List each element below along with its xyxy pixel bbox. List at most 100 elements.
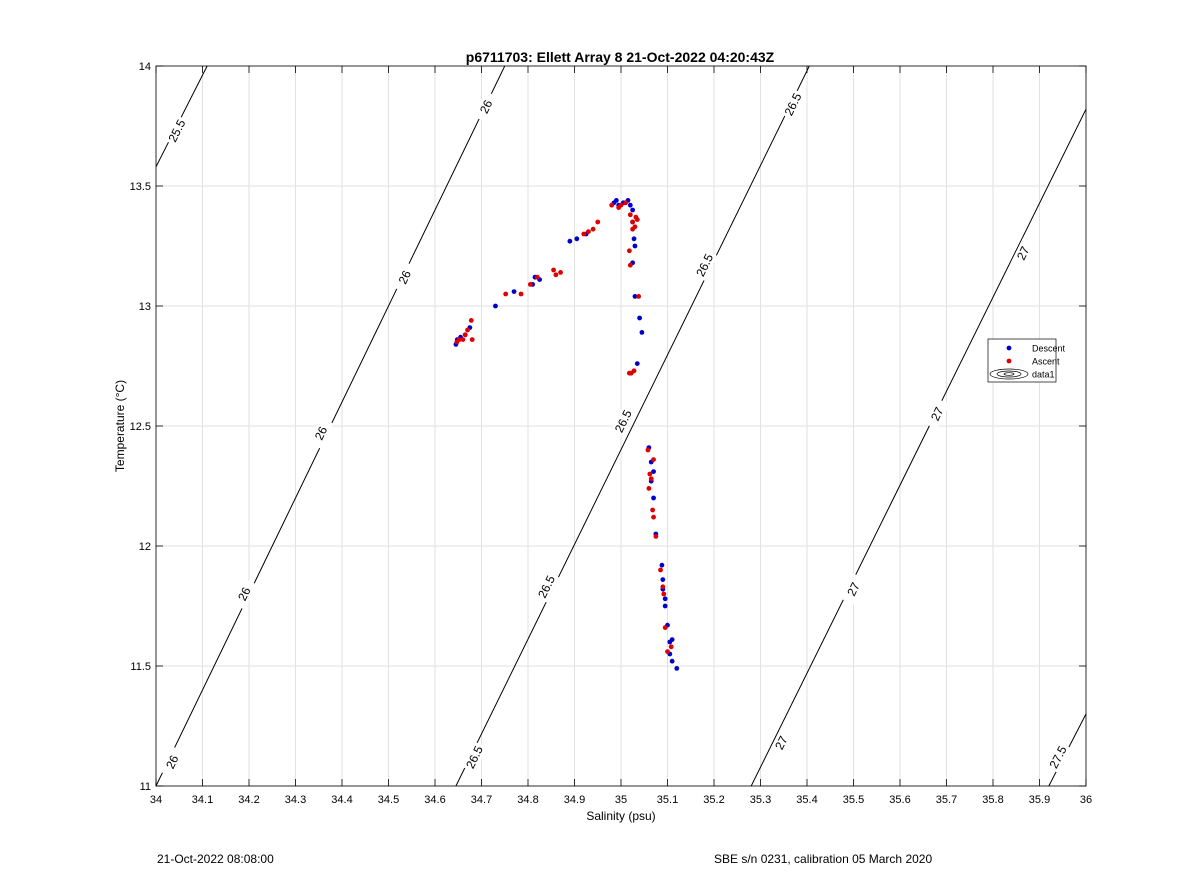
axis-ticks: 34 34.1 34.2 34.3 34.4 34.5 34.6 34.7 34.8 34.9 35…	[130, 61, 1093, 806]
ascent-point	[648, 476, 654, 482]
y-tick-label: 13	[139, 301, 151, 313]
descent-point	[651, 469, 656, 474]
contour-label-bg	[768, 727, 794, 759]
x-tick-label: 34.5	[378, 794, 399, 806]
x-tick-label: 34.2	[238, 794, 259, 806]
ascent-point	[551, 267, 556, 273]
density-contour-25.5	[155, 65, 208, 168]
y-tick-label: 14	[139, 61, 151, 73]
contour-label: 26	[235, 585, 254, 603]
density-contour-26.5	[455, 65, 810, 787]
ascent-point	[630, 226, 636, 232]
contour-label-bg	[164, 115, 190, 147]
legend-marker-contour	[989, 368, 1029, 380]
ascent-point	[627, 262, 633, 268]
descent-point	[637, 315, 642, 321]
x-tick-label: 35.8	[982, 794, 1003, 806]
x-tick-label: 34.6	[424, 794, 445, 806]
x-tick-label: 34.9	[564, 794, 585, 806]
x-tick-label: 35.5	[843, 794, 864, 806]
contour-label-bg	[1045, 741, 1071, 773]
ascent-point	[590, 226, 596, 232]
descent-point	[674, 666, 680, 671]
contour-label-bg	[308, 417, 334, 449]
ascent-point	[653, 534, 659, 539]
contour-label: 27	[928, 405, 947, 423]
ascent-point	[465, 327, 470, 333]
descent-point	[511, 289, 517, 294]
x-tick-label: 34	[150, 794, 162, 806]
ascent-point	[581, 231, 587, 237]
ascent-point	[623, 200, 629, 206]
x-tick-label: 34.7	[471, 794, 492, 806]
descent-point	[632, 294, 638, 299]
contour-label-bg	[231, 578, 257, 610]
x-tick-label: 35.4	[796, 794, 817, 806]
y-tick-label: 11	[140, 781, 151, 793]
ascent-point	[650, 507, 656, 513]
y-tick-label: 11.5	[130, 661, 151, 673]
data-points	[453, 198, 680, 671]
ascent-point	[630, 219, 636, 225]
ascent-point	[651, 457, 656, 462]
x-axis-label: Salinity (psu)	[586, 809, 655, 823]
legend-marker-contour-inner	[996, 370, 1022, 378]
contour-label: 26	[396, 268, 415, 286]
ascent-point	[646, 486, 652, 491]
y-tick-label: 12.5	[130, 421, 151, 433]
ascent-point	[626, 370, 632, 376]
x-tick-label: 36	[1080, 794, 1092, 806]
x-tick-label: 34.4	[331, 794, 352, 806]
x-tick-label: 35.2	[703, 794, 724, 806]
density-contour-27	[750, 108, 1087, 787]
ascent-point	[468, 318, 474, 323]
contour-label-bg	[534, 571, 560, 603]
ascent-point	[627, 212, 633, 218]
descent-point	[659, 562, 665, 568]
descent-point	[639, 330, 645, 335]
ascent-point	[586, 229, 591, 235]
x-tick-label: 34.3	[285, 794, 306, 806]
contour-label-bg	[780, 88, 806, 121]
chart-title: p6711703: Ellett Array 8 21-Oct-2022 04:…	[466, 49, 775, 65]
ascent-point	[660, 584, 666, 590]
contour-label: 26	[477, 97, 496, 115]
ascent-point	[460, 337, 466, 342]
contour-label-bg	[1010, 237, 1036, 269]
legend-label: Ascent	[1032, 357, 1060, 367]
footer-instrument: SBE s/n 0231, calibration 05 March 2020	[714, 852, 933, 866]
x-tick-label: 34.8	[517, 794, 538, 806]
ascent-point	[658, 567, 663, 573]
x-tick-label: 35.1	[657, 794, 678, 806]
descent-point	[630, 207, 636, 213]
x-tick-label: 35.9	[1029, 794, 1050, 806]
contour-label: 27	[844, 580, 863, 598]
descent-point	[631, 236, 637, 242]
ascent-point	[456, 337, 462, 342]
x-tick-label: 35.7	[936, 794, 957, 806]
descent-point	[662, 596, 668, 602]
contour-label: 26	[163, 753, 182, 771]
ascent-point	[518, 291, 524, 297]
legend-label: data1	[1032, 370, 1055, 380]
y-tick-label: 13.5	[130, 181, 151, 193]
ascent-point	[503, 291, 509, 297]
ascent-point	[662, 625, 668, 630]
descent-point	[632, 243, 638, 249]
descent-point	[574, 236, 580, 242]
ascent-point	[661, 591, 667, 597]
ascent-point	[618, 202, 624, 208]
contour-label-bg	[924, 398, 950, 430]
x-tick-label: 34.1	[192, 794, 213, 806]
ascent-point	[527, 282, 533, 287]
ascent-point	[665, 649, 670, 654]
descent-point	[567, 238, 573, 244]
ascent-point	[595, 219, 601, 225]
contour-label: 26	[312, 424, 331, 442]
descent-point	[634, 361, 640, 366]
y-axis-label: Temperature (°C)	[113, 380, 127, 472]
x-tick-label: 35.6	[889, 794, 910, 806]
legend-marker-contour-core	[1003, 372, 1015, 376]
ascent-point	[651, 514, 656, 520]
descent-point	[627, 202, 633, 208]
